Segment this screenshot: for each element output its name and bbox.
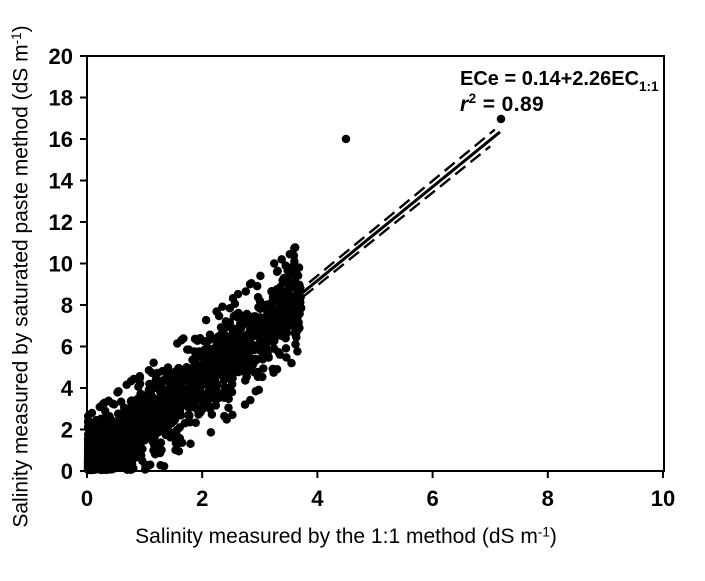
svg-text:20: 20: [49, 44, 73, 69]
svg-text:10: 10: [49, 252, 73, 277]
svg-text:r2 = 0.89: r2 = 0.89: [460, 91, 544, 116]
svg-text:8: 8: [61, 293, 73, 318]
svg-text:0: 0: [81, 486, 93, 511]
svg-text:18: 18: [49, 86, 73, 111]
svg-text:12: 12: [49, 210, 73, 235]
svg-text:0: 0: [61, 459, 73, 484]
svg-text:6: 6: [426, 486, 438, 511]
svg-text:4: 4: [61, 376, 74, 401]
svg-text:10: 10: [651, 486, 675, 511]
svg-text:6: 6: [61, 335, 73, 360]
svg-text:2: 2: [61, 418, 73, 443]
svg-text:4: 4: [311, 486, 324, 511]
svg-text:8: 8: [542, 486, 554, 511]
svg-text:2: 2: [196, 486, 208, 511]
svg-text:16: 16: [49, 127, 73, 152]
svg-text:Salinity measured by the 1:1 m: Salinity measured by the 1:1 method (dS …: [135, 525, 557, 549]
svg-text:14: 14: [49, 169, 74, 194]
svg-text:ECe = 0.14+2.26EC1:1: ECe = 0.14+2.26EC1:1: [460, 68, 659, 94]
svg-text:Salinity measured by saturated: Salinity measured by saturated paste met…: [9, 25, 33, 527]
